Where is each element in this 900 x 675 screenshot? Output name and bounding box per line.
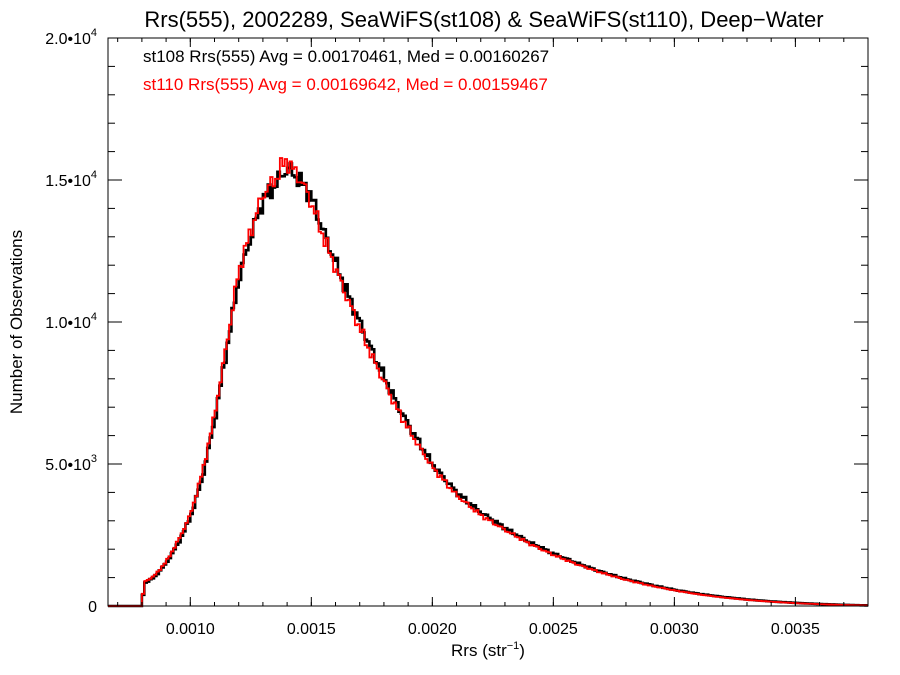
y-tick-exponent: 4 bbox=[91, 27, 97, 39]
annotation-st108: st108 Rrs(555) Avg = 0.00170461, Med = 0… bbox=[143, 47, 549, 66]
y-axis-label: Number of Observations bbox=[7, 230, 26, 414]
x-tick-label: 0.0035 bbox=[771, 621, 820, 638]
y-tick-label: 2.0•104 bbox=[45, 27, 97, 48]
y-tick-label: 1.5•104 bbox=[45, 169, 97, 190]
y-tick-base: 1.0•10 bbox=[45, 315, 91, 332]
x-axis-label-end: ) bbox=[519, 641, 525, 660]
series-layer bbox=[108, 157, 868, 608]
y-tick-exponent: 3 bbox=[91, 453, 97, 465]
y-tick-label: 5.0•103 bbox=[45, 453, 97, 474]
x-tick-label: 0.0020 bbox=[408, 621, 457, 638]
series-st108-line bbox=[108, 162, 868, 608]
y-tick-base: 0 bbox=[88, 599, 97, 616]
chart-title: Rrs(555), 2002289, SeaWiFS(st108) & SeaW… bbox=[144, 7, 823, 32]
x-tick-label: 0.0015 bbox=[287, 621, 336, 638]
y-tick-exponent: 4 bbox=[91, 311, 97, 323]
x-tick-label: 0.0025 bbox=[529, 621, 578, 638]
y-tick-label: 0 bbox=[88, 599, 97, 616]
x-tick-label: 0.0010 bbox=[166, 621, 215, 638]
y-tick-exponent: 4 bbox=[91, 169, 97, 181]
x-axis-label-sup: −1 bbox=[507, 640, 520, 652]
annotation-st110: st110 Rrs(555) Avg = 0.00169642, Med = 0… bbox=[143, 75, 548, 94]
series-st110-line bbox=[108, 157, 868, 607]
y-tick-base: 2.0•10 bbox=[45, 31, 91, 48]
y-tick-base: 5.0•10 bbox=[45, 457, 91, 474]
y-tick-label: 1.0•104 bbox=[45, 311, 97, 332]
x-axis-label: Rrs (str−1) bbox=[451, 640, 525, 660]
x-tick-label: 0.0030 bbox=[650, 621, 699, 638]
x-axis-label-base: Rrs (str bbox=[451, 641, 507, 660]
x-axis: 0.0010 0.0015 0.0020 0.0025 0.0030 0.0035 bbox=[117, 38, 869, 638]
y-tick-base: 1.5•10 bbox=[45, 173, 91, 190]
